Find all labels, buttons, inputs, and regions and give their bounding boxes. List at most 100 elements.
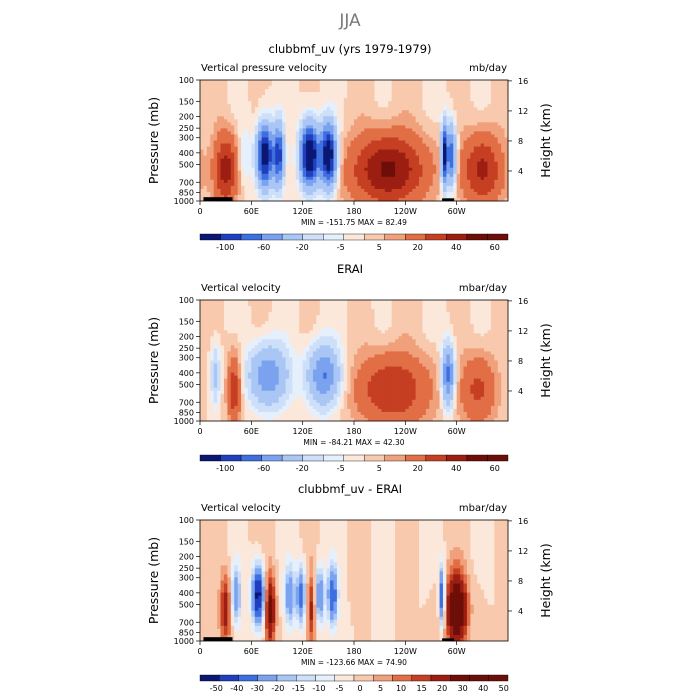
- heatmap-cell: [408, 95, 413, 99]
- heatmap-cell: [490, 140, 495, 144]
- heatmap-cell: [258, 110, 262, 114]
- heatmap-cell: [230, 143, 235, 147]
- heatmap-cell: [350, 122, 355, 126]
- heatmap-cell: [442, 330, 447, 334]
- heatmap-cell: [213, 134, 218, 138]
- heatmap-cell: [323, 98, 328, 102]
- heatmap-cell: [288, 107, 293, 111]
- heatmap-cell: [244, 146, 249, 150]
- heatmap-cell: [333, 110, 338, 114]
- heatmap-cell: [288, 146, 293, 150]
- heatmap-cell: [408, 119, 413, 123]
- heatmap-cell: [271, 173, 276, 178]
- heatmap-cell: [501, 321, 505, 325]
- heatmap-cell: [241, 89, 245, 93]
- heatmap-cell: [449, 324, 454, 328]
- heatmap-cell: [237, 330, 242, 334]
- heatmap-cell: [453, 182, 458, 187]
- heatmap-cell: [340, 164, 345, 169]
- heatmap-cell: [442, 83, 447, 87]
- heatmap-cell: [326, 185, 331, 190]
- heatmap-cell: [470, 173, 475, 178]
- heatmap-cell: [217, 125, 221, 129]
- heatmap-cell: [319, 339, 324, 343]
- heatmap-cell: [391, 191, 396, 196]
- heatmap-cell: [316, 306, 321, 310]
- heatmap-cell: [381, 185, 386, 190]
- heatmap-cell: [282, 300, 286, 304]
- heatmap-cell: [425, 137, 430, 141]
- heatmap-cell: [470, 312, 475, 316]
- heatmap-cell: [429, 119, 434, 123]
- heatmap-cell: [395, 336, 399, 340]
- heatmap-cell: [360, 330, 365, 334]
- heatmap-cell: [230, 146, 235, 150]
- heatmap-cell: [487, 336, 492, 340]
- heatmap-cell: [374, 125, 379, 129]
- heatmap-cell: [490, 131, 495, 135]
- heatmap-cell: [398, 122, 403, 126]
- heatmap-cell: [295, 113, 300, 117]
- heatmap-cell: [494, 152, 499, 157]
- heatmap-cell: [432, 110, 437, 114]
- heatmap-cell: [371, 89, 375, 93]
- heatmap-cell: [460, 185, 464, 190]
- heatmap-cell: [203, 80, 208, 84]
- heatmap-cell: [312, 173, 317, 178]
- heatmap-cell: [490, 92, 495, 96]
- heatmap-cell: [302, 321, 307, 325]
- heatmap-cell: [354, 327, 358, 331]
- heatmap-cell: [422, 125, 427, 129]
- heatmap-cell: [271, 104, 276, 108]
- heatmap-cell: [336, 89, 341, 93]
- heatmap-cell: [237, 312, 242, 316]
- heatmap-cell: [302, 191, 307, 196]
- heatmap-cell: [217, 170, 221, 175]
- heatmap-cell: [415, 113, 420, 117]
- heatmap-cell: [480, 176, 485, 181]
- heatmap-cell: [306, 143, 310, 147]
- heatmap-cell: [319, 107, 324, 111]
- heatmap-cell: [230, 318, 235, 322]
- heatmap-cell: [439, 83, 444, 87]
- heatmap-cell: [419, 80, 423, 84]
- heatmap-cell: [388, 194, 393, 199]
- heatmap-cell: [241, 131, 245, 135]
- heatmap-cell: [237, 104, 242, 108]
- heatmap-cell: [326, 95, 331, 99]
- heatmap-cell: [295, 119, 300, 123]
- heatmap-cell: [439, 152, 444, 157]
- heatmap-cell: [439, 339, 444, 343]
- heatmap-cell: [206, 327, 211, 331]
- heatmap-cell: [367, 312, 372, 316]
- heatmap-cell: [254, 312, 259, 316]
- heatmap-cell: [343, 179, 348, 184]
- heatmap-cell: [316, 146, 321, 150]
- heatmap-cell: [288, 333, 293, 337]
- heatmap-cell: [258, 116, 262, 120]
- heatmap-cell: [241, 158, 245, 163]
- heatmap-cell: [265, 86, 269, 90]
- heatmap-cell: [333, 300, 338, 304]
- heatmap-cell: [367, 110, 372, 114]
- heatmap-cell: [302, 137, 307, 141]
- heatmap-cell: [312, 197, 317, 202]
- heatmap-cell: [456, 143, 461, 147]
- heatmap-cell: [395, 315, 399, 319]
- heatmap-cell: [408, 327, 413, 331]
- heatmap-cell: [258, 318, 262, 322]
- heatmap-cell: [347, 336, 351, 340]
- heatmap-cell: [295, 321, 300, 325]
- heatmap-cell: [367, 321, 372, 325]
- heatmap-cell: [453, 306, 458, 310]
- heatmap-cell: [326, 306, 331, 310]
- heatmap-cell: [319, 330, 324, 334]
- heatmap-cell: [336, 300, 341, 304]
- heatmap-cell: [306, 167, 310, 172]
- heatmap-cell: [401, 122, 406, 126]
- heatmap-cell: [429, 128, 434, 132]
- heatmap-cell: [415, 330, 420, 334]
- heatmap-cell: [237, 309, 242, 313]
- heatmap-cell: [275, 86, 280, 90]
- heatmap-cell: [466, 110, 471, 114]
